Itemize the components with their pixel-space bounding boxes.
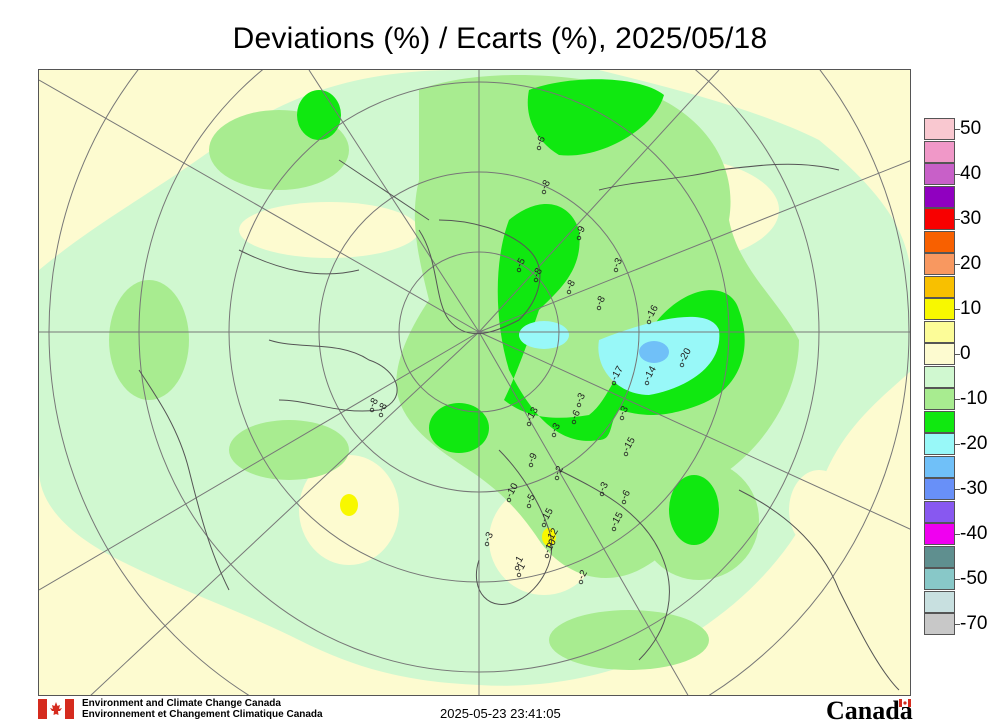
legend-swatch <box>924 410 955 433</box>
legend-swatch <box>924 500 955 523</box>
legend-tick <box>955 399 960 400</box>
legend-tick <box>955 174 960 175</box>
legend-tick <box>955 579 960 580</box>
canada-flag-icon <box>38 699 74 719</box>
station-marker <box>526 421 532 427</box>
legend-swatch <box>924 185 955 208</box>
station-marker <box>541 522 547 528</box>
station-marker <box>613 267 619 273</box>
legend-tick <box>955 624 960 625</box>
legend-tick <box>955 129 960 130</box>
station-marker <box>516 572 522 578</box>
legend-swatch <box>924 163 955 185</box>
legend-swatch <box>924 523 955 545</box>
organization-name: Environment and Climate Change Canada En… <box>82 698 323 720</box>
station-marker <box>551 432 557 438</box>
legend-label: 30 <box>960 208 982 229</box>
legend-label: -20 <box>960 433 988 454</box>
legend-swatch <box>924 433 955 455</box>
station-marker <box>378 412 384 418</box>
station-marker <box>541 189 547 195</box>
legend-tick <box>955 489 960 490</box>
legend-label: 40 <box>960 163 982 184</box>
station-marker <box>596 305 602 311</box>
legend-swatch <box>924 568 955 590</box>
station-marker <box>571 419 577 425</box>
station-marker <box>369 407 375 413</box>
legend-swatch <box>924 320 955 343</box>
station-marker <box>566 289 572 295</box>
legend-swatch <box>924 590 955 613</box>
station-marker <box>506 497 512 503</box>
legend-tick <box>955 354 960 355</box>
legend-swatch <box>924 208 955 230</box>
legend-label: 0 <box>960 343 971 364</box>
map-canvas: -6-8-9-5 -3-8-8-8-16-17 -14-20-3-3-13 -6-3-… <box>39 70 910 695</box>
legend-label: -70 <box>960 613 988 634</box>
station-marker <box>484 541 490 547</box>
legend-swatch <box>924 343 955 365</box>
legend-tick <box>955 534 960 535</box>
station-marker <box>516 267 522 273</box>
chart-title: Deviations (%) / Ecarts (%), 2025/05/18 <box>232 22 768 55</box>
station-marker <box>644 380 650 386</box>
station-marker <box>514 565 520 571</box>
legend-swatch <box>924 275 955 298</box>
station-marker <box>619 415 625 421</box>
station-marker <box>599 491 605 497</box>
legend-label: -50 <box>960 568 988 589</box>
station-marker <box>679 362 685 368</box>
organization-name-fr: Environnement et Changement Climatique C… <box>82 709 323 720</box>
station-marker <box>576 235 582 241</box>
wordmark-flag-icon <box>899 699 911 707</box>
station-marker <box>526 503 532 509</box>
legend-label: -40 <box>960 523 988 544</box>
station-marker <box>611 380 617 386</box>
legend-swatch <box>924 118 955 140</box>
station-marker <box>621 499 627 505</box>
legend-swatch <box>924 545 955 568</box>
polar-map: -6 -8 -9 -5 -3 -8 -8 -8 -16 -17 -14 -20 -3 -3 -13 -6 -3-… <box>38 69 911 696</box>
legend-swatch <box>924 230 955 253</box>
legend-swatch <box>924 253 955 275</box>
legend-tick <box>955 444 960 445</box>
legend-swatch <box>924 140 955 163</box>
legend-tick <box>955 309 960 310</box>
legend-label: 50 <box>960 118 982 139</box>
station-marker <box>623 451 629 457</box>
legend-swatch <box>924 388 955 410</box>
legend-swatch <box>924 365 955 388</box>
organization-name-en: Environment and Climate Change Canada <box>82 698 281 709</box>
legend-swatch <box>924 613 955 635</box>
legend-label: 10 <box>960 298 982 319</box>
station-marker <box>576 402 582 408</box>
station-marker <box>546 542 552 548</box>
station-marker <box>611 526 617 532</box>
timestamp: 2025-05-23 23:41:05 <box>440 706 561 721</box>
canada-wordmark: Canada <box>826 696 913 725</box>
station-marker <box>544 553 550 559</box>
station-marker <box>536 145 542 151</box>
legend-label: 20 <box>960 253 982 274</box>
legend-swatch <box>924 455 955 478</box>
legend-tick <box>955 264 960 265</box>
legend-label: -30 <box>960 478 988 499</box>
legend-swatch <box>924 298 955 320</box>
legend-tick <box>955 219 960 220</box>
station-marker <box>646 319 652 325</box>
legend-label: -10 <box>960 388 988 409</box>
station-marker <box>578 579 584 585</box>
legend-swatch <box>924 478 955 500</box>
station-marker <box>533 277 539 283</box>
station-marker <box>554 475 560 481</box>
station-marker <box>528 462 534 468</box>
